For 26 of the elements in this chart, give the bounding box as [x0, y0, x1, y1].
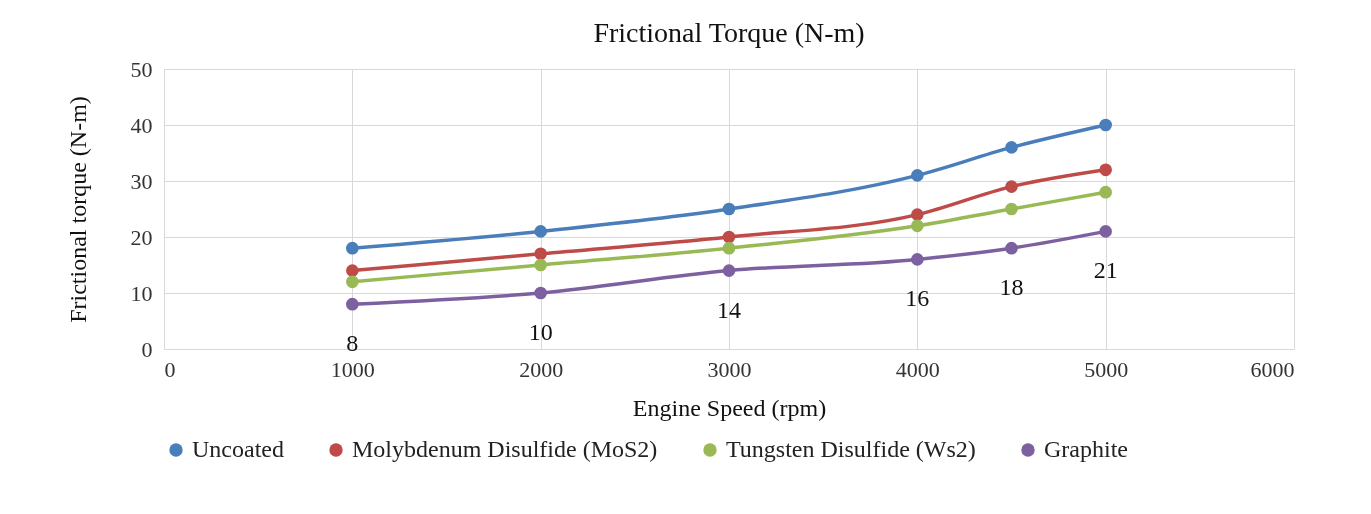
legend-label: Uncoated — [192, 436, 284, 462]
y-tick-label: 50 — [130, 56, 153, 82]
legend-label: Molybdenum Disulfide (MoS2) — [352, 436, 658, 462]
x-axis-title: Engine Speed (rpm) — [632, 394, 827, 421]
x-tick-label: 1000 — [330, 356, 375, 382]
y-tick-label: 40 — [130, 112, 153, 138]
data-label: 21 — [1093, 257, 1118, 284]
data-label: 18 — [999, 274, 1024, 301]
x-tick-label: 0 — [164, 356, 176, 382]
y-tick-label: 10 — [130, 280, 153, 306]
data-label: 8 — [346, 330, 359, 357]
x-tick-label: 4000 — [895, 356, 940, 382]
legend-label: Tungsten Disulfide (Ws2) — [726, 436, 976, 462]
data-label: 14 — [717, 296, 741, 323]
x-tick-label: 2000 — [519, 356, 564, 382]
y-axis-title: Frictional torque (N-m) — [64, 96, 91, 323]
y-tick-label: 20 — [130, 224, 153, 250]
y-tick-label: 30 — [130, 168, 153, 194]
legend-label: Graphite — [1044, 436, 1128, 462]
x-tick-label: 5000 — [1084, 356, 1129, 382]
x-tick-label: 6000 — [1250, 356, 1295, 382]
data-label: 10 — [528, 319, 553, 345]
chart-title: Frictional Torque (N-m) — [593, 17, 865, 48]
y-tick-label: 0 — [141, 336, 153, 362]
data-label: 16 — [905, 285, 930, 312]
x-tick-label: 3000 — [707, 356, 752, 382]
